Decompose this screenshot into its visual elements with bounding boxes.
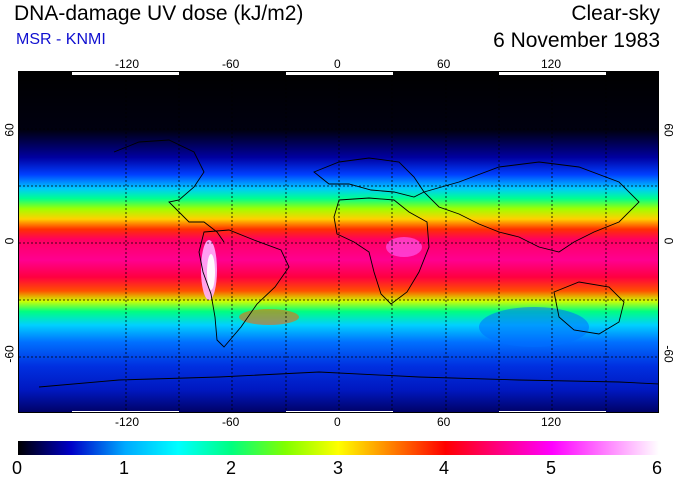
date-label: 6 November 1983 — [493, 29, 660, 52]
lat-tick-left: -60 — [2, 345, 17, 363]
colorbar-tick: 2 — [226, 458, 237, 478]
lon-tick-top: 120 — [541, 57, 562, 71]
lon-tick-bottom: 0 — [334, 415, 341, 429]
lon-tick-bottom: 120 — [541, 415, 562, 429]
lon-tick-bottom: -120 — [115, 415, 140, 429]
colorbar-tick: 4 — [439, 458, 450, 478]
australia-coast — [553, 281, 625, 335]
lat-tick-right: 0 — [661, 237, 676, 245]
lon-tick-bottom: -60 — [222, 415, 240, 429]
colorbar-tick: 5 — [546, 458, 557, 478]
colorbar-tick: 0 — [12, 458, 23, 478]
lon-tick-top: -120 — [115, 57, 140, 71]
uv-dose-map — [18, 71, 659, 413]
lat-tick-left: 60 — [2, 123, 17, 137]
lon-tick-top: 0 — [334, 57, 341, 71]
europe-coast — [313, 157, 425, 198]
lat-tick-left: 0 — [2, 237, 17, 245]
colorbar-tick: 3 — [333, 458, 344, 478]
lat-tick-right: 60 — [661, 123, 676, 137]
source-label: MSR - KNMI — [16, 31, 106, 48]
south-atlantic-patch — [239, 309, 299, 325]
east-africa-maximum — [386, 237, 422, 257]
colorbar-gradient — [18, 441, 659, 455]
colorbar-tick: 1 — [119, 458, 130, 478]
lon-tick-top: -60 — [222, 57, 240, 71]
coastlines — [38, 139, 658, 388]
frame-ticks — [72, 72, 606, 412]
andes-peak — [207, 254, 215, 290]
africa-coast — [333, 197, 430, 305]
condition-label: Clear-sky — [571, 2, 660, 25]
map-title: DNA-damage UV dose (kJ/m2) — [14, 2, 304, 25]
colorbar-tick: 6 — [652, 458, 663, 478]
indian-ocean-low — [479, 307, 589, 347]
graticule — [19, 72, 658, 412]
lon-tick-bottom: 60 — [437, 415, 451, 429]
map-image — [19, 72, 658, 412]
antarctica-coast — [38, 371, 658, 388]
asia-coast — [423, 161, 640, 253]
colorbar — [18, 441, 659, 455]
lon-tick-top: 60 — [437, 57, 451, 71]
lat-tick-right: -60 — [661, 345, 676, 363]
north-america-coast — [113, 139, 225, 243]
